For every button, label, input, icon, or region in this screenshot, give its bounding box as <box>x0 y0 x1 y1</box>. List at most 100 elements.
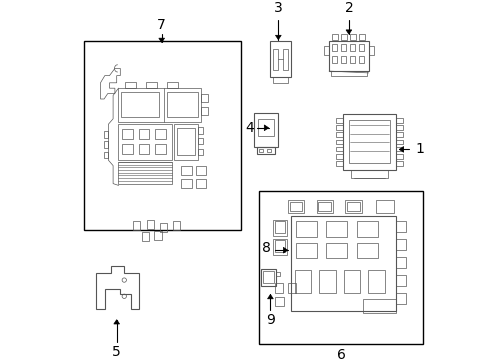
Bar <box>358 34 364 40</box>
Bar <box>177 128 194 155</box>
Bar <box>330 71 366 76</box>
Bar <box>335 118 343 122</box>
Bar <box>275 297 284 306</box>
Bar <box>282 49 288 70</box>
Bar <box>395 147 402 152</box>
Polygon shape <box>275 35 281 40</box>
Bar <box>258 148 263 152</box>
Bar <box>335 161 343 166</box>
Bar <box>368 46 373 55</box>
Bar <box>367 270 384 293</box>
Bar <box>196 166 205 175</box>
Bar <box>335 132 343 137</box>
Bar <box>272 49 278 70</box>
Bar <box>155 129 166 139</box>
Bar <box>395 125 402 130</box>
Bar <box>335 139 343 144</box>
Bar <box>166 92 198 117</box>
Bar <box>174 124 197 160</box>
Bar <box>345 200 361 213</box>
Bar <box>256 147 275 154</box>
Bar <box>356 221 377 237</box>
Bar <box>358 44 363 51</box>
Bar <box>328 40 368 71</box>
Bar <box>197 149 203 155</box>
Bar <box>325 243 346 258</box>
Bar <box>349 44 354 51</box>
Bar <box>331 34 337 40</box>
Bar <box>201 94 207 102</box>
Bar <box>349 34 355 40</box>
Bar <box>395 293 405 304</box>
Bar <box>263 271 273 283</box>
Bar <box>139 129 149 139</box>
Bar <box>348 120 389 163</box>
Polygon shape <box>346 30 351 34</box>
Bar <box>395 118 402 122</box>
Bar <box>350 170 387 178</box>
Bar <box>139 144 149 154</box>
Polygon shape <box>399 147 403 152</box>
Bar <box>323 46 328 55</box>
Bar <box>331 56 336 63</box>
Bar <box>104 152 108 158</box>
Bar <box>118 88 201 122</box>
Bar <box>356 243 377 258</box>
Bar <box>316 200 332 213</box>
Bar <box>273 220 286 236</box>
Bar <box>335 154 343 158</box>
Bar <box>287 200 303 213</box>
Bar <box>197 127 203 134</box>
Bar <box>275 221 285 233</box>
Bar <box>84 41 241 230</box>
Bar <box>395 132 402 137</box>
Bar <box>395 257 405 268</box>
Bar <box>335 125 343 130</box>
Bar <box>118 124 172 160</box>
Bar <box>295 221 316 237</box>
Bar <box>275 240 285 252</box>
Bar <box>155 144 166 154</box>
Text: 4: 4 <box>245 121 254 135</box>
Bar <box>125 82 136 88</box>
Bar <box>291 216 395 311</box>
Polygon shape <box>264 125 268 131</box>
Bar <box>166 82 177 88</box>
Text: 6: 6 <box>336 348 345 360</box>
Bar <box>331 44 336 51</box>
Polygon shape <box>159 38 164 42</box>
Bar <box>340 34 346 40</box>
Bar <box>395 239 405 250</box>
Bar <box>160 223 167 232</box>
Bar <box>340 56 346 63</box>
Bar <box>133 221 140 230</box>
Bar <box>258 191 422 344</box>
Bar <box>325 221 346 237</box>
Bar <box>266 148 270 152</box>
Bar <box>181 179 191 188</box>
Bar <box>142 232 149 241</box>
Bar <box>201 107 207 115</box>
Text: 5: 5 <box>112 345 121 359</box>
Text: 2: 2 <box>344 1 352 15</box>
Bar <box>395 154 402 158</box>
Bar <box>118 162 172 184</box>
Bar <box>273 239 286 255</box>
Bar <box>319 270 335 293</box>
Bar <box>154 231 162 240</box>
Bar <box>395 275 405 286</box>
Bar <box>172 221 179 230</box>
Bar <box>104 141 108 148</box>
Bar <box>272 77 288 83</box>
Text: 9: 9 <box>265 313 274 327</box>
Bar <box>122 129 133 139</box>
Polygon shape <box>267 294 273 299</box>
Bar <box>295 243 316 258</box>
Polygon shape <box>114 320 120 324</box>
Bar <box>253 112 278 147</box>
Bar <box>289 202 302 211</box>
Bar <box>181 166 191 175</box>
Bar <box>363 299 395 313</box>
Bar <box>343 270 359 293</box>
Bar <box>145 82 156 88</box>
